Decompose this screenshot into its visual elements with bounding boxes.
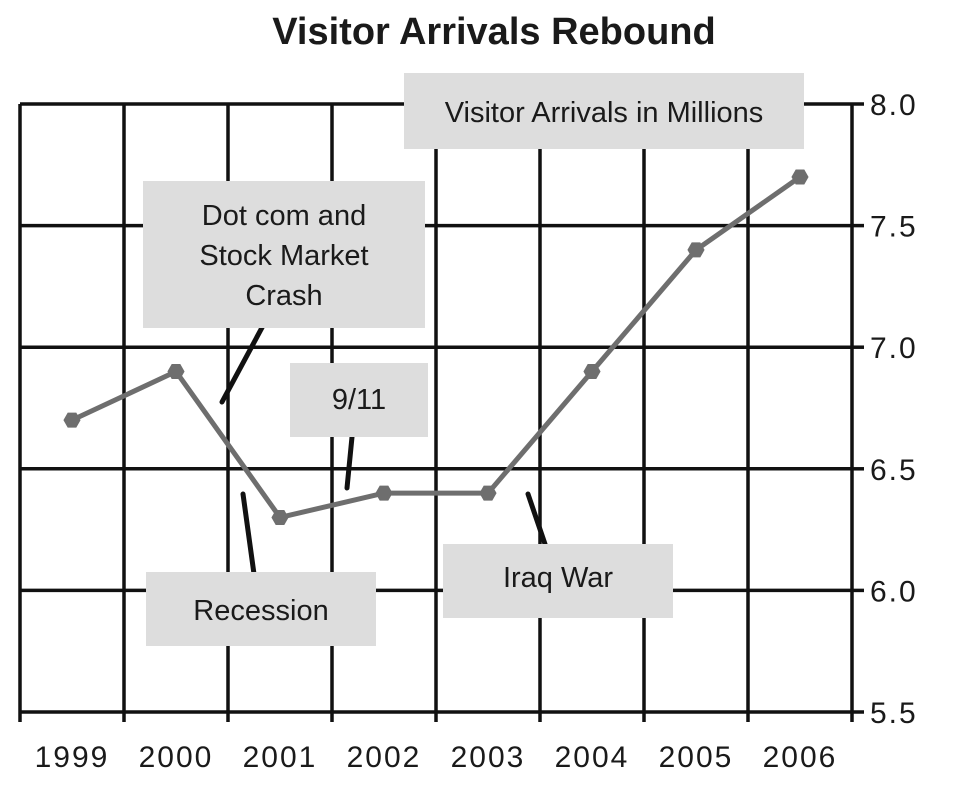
x-tick-label: 2003 [451, 741, 526, 774]
annotation-text: Crash [245, 280, 322, 312]
annotation-box [143, 181, 425, 328]
nine-eleven-pointer [344, 434, 355, 491]
chart-title: Visitor Arrivals Rebound [272, 11, 715, 53]
annotation-nine-eleven: 9/11 [290, 363, 428, 437]
y-tick-label: 8.0 [870, 89, 918, 122]
data-point [583, 364, 601, 380]
annotation-text: Dot com and [202, 200, 366, 232]
x-tick-label: 2000 [139, 741, 214, 774]
y-tick-label: 5.5 [870, 697, 918, 730]
x-tick-label: 2002 [347, 741, 422, 774]
annotation-box [443, 544, 673, 618]
data-point [791, 169, 809, 185]
annotation-text: Visitor Arrivals in Millions [445, 97, 764, 129]
annotation-series-label: Visitor Arrivals in Millions [404, 73, 804, 149]
annotation-iraq-war: Iraq War [443, 544, 673, 618]
data-point [63, 412, 81, 428]
series-line [70, 174, 802, 520]
x-tick-label: 2005 [659, 741, 734, 774]
series-line-group [63, 169, 809, 525]
x-tick-label: 2001 [243, 741, 318, 774]
annotation-dotcom: Dot com and Stock Market Crash [143, 181, 425, 328]
dotcom-pointer [219, 319, 268, 405]
y-tick-labels: 5.5 6.0 6.5 7.0 7.5 8.0 [870, 89, 918, 730]
annotation-text: Stock Market [199, 240, 368, 272]
iraq-war-pointer [525, 491, 548, 547]
y-tick-label: 7.5 [870, 211, 918, 244]
data-point [167, 364, 185, 380]
x-tick-labels: 1999 2000 2001 2002 2003 2004 2005 2006 [35, 741, 838, 774]
data-point [375, 485, 393, 501]
y-tick-label: 7.0 [870, 332, 918, 365]
y-tick-label: 6.0 [870, 575, 918, 608]
recession-pointer [240, 491, 257, 577]
annotation-boxes: Visitor Arrivals in Millions Dot com and S… [143, 73, 804, 646]
annotation-pointers [219, 319, 548, 577]
y-tick-label: 6.5 [870, 454, 918, 487]
annotation-box [146, 572, 376, 646]
annotation-box [404, 73, 804, 149]
annotation-text: 9/11 [332, 384, 386, 416]
data-point [479, 485, 497, 501]
x-tick-label: 2006 [763, 741, 838, 774]
x-tick-label: 2004 [555, 741, 630, 774]
annotation-text: Iraq War [503, 562, 613, 594]
annotation-box [290, 363, 428, 437]
data-point [271, 509, 289, 525]
annotation-recession: Recession [146, 572, 376, 646]
data-point [687, 242, 705, 258]
x-tick-label: 1999 [35, 741, 110, 774]
annotation-text: Recession [193, 595, 328, 627]
